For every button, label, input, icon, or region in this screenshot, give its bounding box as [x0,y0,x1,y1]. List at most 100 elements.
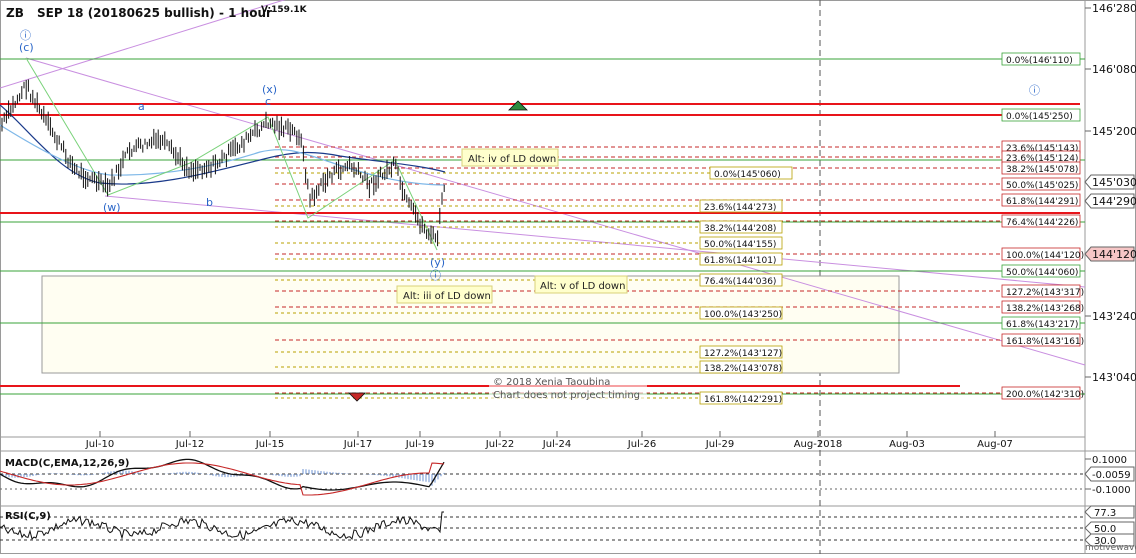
macd-signal-line [0,462,445,496]
macd-panel: MACD(C,EMA,12,26,9) [0,458,1085,496]
watermark-line-2: Chart does not project timing [493,390,640,401]
channel-line-top [0,0,286,89]
time-axis: Jul-10 Jul-12 Jul-15 Jul-17 Jul-19 Jul-22 Jul-… [85,431,1013,450]
brand-label: motivewave [1085,543,1136,553]
time-tick-label: Aug-03 [889,439,925,450]
macd-axis: 0.1000 -0.0059 -0.1000 [1084,455,1135,496]
fib-mid-label: 50.0%(144'155) [704,240,776,250]
rsi-axis: 77.3 50.030.0 [1084,505,1135,547]
fib-right-label: 76.4%(144'226) [1006,218,1078,228]
fib-mid-label: 138.2%(143'078) [704,364,782,374]
symbol-label: ZB [6,6,24,20]
price-tick-label: 145'200 [1092,125,1136,138]
chart-header: ZB SEP 18 (20180625 bullish) - 1 hour V:… [6,5,308,20]
wave-label-a: a [138,100,145,113]
fib-right-label: 0.0%(146'110) [1006,56,1073,66]
price-tick-label: 143'040 [1092,371,1136,384]
annotation-iv[interactable]: Alt: iv of LD down [461,148,559,167]
annotation-iii[interactable]: Alt: iii of LD down [396,285,493,304]
fib-mid-label: 23.6%(144'273) [704,203,776,213]
rsi-title: RSI(C,9) [5,511,51,522]
time-tick-label: Jul-22 [485,439,514,450]
time-tick-label: Jul-15 [255,439,284,450]
time-tick-label: Jul-12 [175,439,204,450]
fib-mid-labels: 0.0%(145'060) 23.6%(144'273) 38.2%(144'208… [699,166,793,405]
volume-label: V:159.1K [261,5,308,15]
fib-right-lines [275,146,1000,394]
price-tag-label: 144'120 [1092,248,1136,261]
svg-text:Alt: iv of LD down: Alt: iv of LD down [468,154,556,165]
price-bars [1,79,445,247]
red-resistance-lines [0,103,1080,387]
fib-right-labels: 0.0%(146'110) 0.0%(145'250) 23.6%(145'143)… [1001,52,1084,400]
fib-right-label: 61.8%(143'217) [1006,320,1078,330]
price-tag-label: 144'290 [1092,195,1136,208]
price-tick-label: 146'080 [1092,63,1136,76]
wave-label-circle-2: ⓘ [430,269,441,282]
price-tick-label: 143'240 [1092,310,1136,323]
price-tags: 145'030 144'290 144'120 [1084,174,1136,262]
wave-label-x: (x) [262,83,277,96]
wave-label-b: b [206,196,213,209]
fib-right-label: 50.0%(144'060) [1006,268,1078,278]
time-tick-label: Aug-2018 [794,439,843,450]
price-tick-label: 146'280 [1092,2,1136,15]
fib-mid-label: 76.4%(144'036) [704,277,776,287]
moving-average-fast [0,124,446,186]
svg-text:Alt: v of LD down: Alt: v of LD down [540,281,625,292]
time-tick-label: Jul-10 [85,439,114,450]
wave-label-circle-4: ⓘ [1029,84,1040,97]
wave-label-c-small: c [265,95,271,108]
wave-labels: ⓘ (c) a (x) c (w) b (y) ⓘ ⓘ [19,29,1040,282]
svg-text:Alt: iii of LD down: Alt: iii of LD down [403,291,491,302]
wave-label-w: (w) [103,201,121,214]
fib-right-label: 61.8%(144'291) [1006,197,1078,207]
watermark: © 2018 Xenia Taoubina Chart does not pro… [489,374,647,401]
fib-mid-lines [275,172,710,399]
time-tick-label: Jul-26 [627,439,656,450]
wave-label-c: (c) [19,41,34,54]
rsi-tick-label: 77.3 [1094,508,1116,519]
macd-tick-label: -0.1000 [1092,485,1131,496]
fib-right-label: 0.0%(145'250) [1006,112,1073,122]
time-tick-label: Aug-07 [977,439,1013,450]
channel-line-upper [25,57,1086,366]
fib-mid-label: 0.0%(145'060) [714,170,781,180]
time-tick-label: Jul-24 [542,439,571,450]
down-arrow-marker-icon [348,392,366,402]
rsi-panel: RSI(C,9) [0,511,1085,541]
macd-tick-label: 0.1000 [1092,455,1127,466]
macd-title: MACD(C,EMA,12,26,9) [5,458,130,469]
fib-right-label: 38.2%(145'078) [1006,165,1078,175]
watermark-line-1: © 2018 Xenia Taoubina [493,377,610,388]
price-axis: 146'280 146'080 145'200 143'240 143'040 [1085,2,1136,384]
fib-right-label: 50.0%(145'025) [1006,181,1078,191]
fib-right-label: 200.0%(142'310) [1006,390,1084,400]
annotation-v[interactable]: Alt: v of LD down [534,275,628,294]
fib-mid-label: 38.2%(144'208) [704,224,776,234]
time-tick-label: Jul-17 [343,439,372,450]
fib-right-label: 161.8%(143'161) [1006,337,1084,347]
rsi-line [0,511,444,541]
fib-mid-label: 127.2%(143'127) [704,349,782,359]
wave-label-circle-1: ⓘ [20,29,31,42]
fib-mid-label: 100.0%(143'250) [704,310,782,320]
time-tick-label: Jul-29 [705,439,734,450]
wave-label-y: (y) [430,256,445,269]
fib-right-label: 138.2%(143'268) [1006,304,1084,314]
contract-title: SEP 18 (20180625 bullish) - 1 hour [37,6,272,20]
fib-mid-label: 61.8%(144'101) [704,256,776,266]
rsi-tick-label: 50.0 [1094,524,1116,535]
fib-right-label: 23.6%(145'124) [1006,154,1078,164]
price-tag-label: 145'030 [1092,176,1136,189]
fib-right-label: 100.0%(144'120) [1006,251,1084,261]
rsi-tick-label: 30.0 [1094,536,1116,547]
up-arrow-marker-icon [508,100,528,111]
macd-tick-label: -0.0059 [1092,470,1131,481]
time-tick-label: Jul-19 [405,439,434,450]
moving-average-slow [0,104,446,185]
fib-right-label: 23.6%(145'143) [1006,144,1078,154]
fib-mid-label: 161.8%(142'291) [704,395,782,405]
